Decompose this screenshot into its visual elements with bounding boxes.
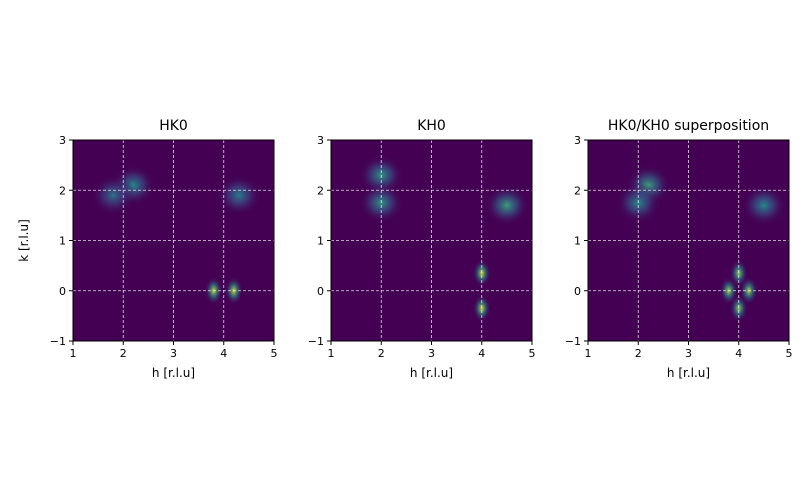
x-tick-label: 2 (120, 347, 127, 360)
x-tick-label: 5 (786, 347, 793, 360)
x-tick-label: 1 (328, 347, 335, 360)
y-tick-label: 3 (574, 134, 581, 147)
gridlines (73, 140, 274, 341)
y-tick-label: 1 (317, 235, 324, 248)
x-tick-label: 2 (378, 347, 385, 360)
y-tick-label: 2 (574, 184, 581, 197)
x-tick-label: 1 (70, 347, 77, 360)
heatmap-feature (729, 259, 748, 288)
y-tick-label: 0 (574, 285, 581, 298)
heatmap-feature (472, 294, 491, 323)
heatmap-feature (216, 175, 261, 216)
y-tick-label: 1 (59, 235, 66, 248)
panel-2: 1 2 3 4 5 −1 0 1 2 3 KH0 h [r.l.u] (308, 118, 536, 380)
heatmap-feature (484, 185, 529, 226)
gridlines (331, 140, 532, 341)
heatmap-features (91, 165, 261, 305)
x-tick-label: 4 (478, 347, 485, 360)
x-tick-label: 5 (271, 347, 278, 360)
x-tick-label: 4 (220, 347, 227, 360)
panel-1: 1 2 3 4 5 −1 0 1 2 3 HK0 h [r.l.u] k [r.l.u] (17, 118, 278, 380)
x-axis-label: h [r.l.u] (410, 366, 453, 380)
y-tick-label: 3 (59, 134, 66, 147)
panel-title: KH0 (417, 118, 446, 134)
panel-3: 1 2 3 4 5 −1 0 1 2 3 HK0/KH0 superposition h [r.l.u… (565, 118, 793, 380)
y-tick-label: 0 (317, 285, 324, 298)
heatmap-feature (472, 259, 491, 288)
x-tick-label: 5 (529, 347, 536, 360)
gridlines (588, 140, 789, 341)
y-tick-label: −1 (565, 335, 581, 348)
x-tick-label: 4 (735, 347, 742, 360)
y-tick-label: −1 (308, 335, 324, 348)
y-tick-label: 0 (59, 285, 66, 298)
x-tick-label: 2 (635, 347, 642, 360)
x-axis-label: h [r.l.u] (667, 366, 710, 380)
heatmap-feature (91, 175, 136, 216)
y-tick-label: 1 (574, 235, 581, 248)
x-tick-label: 3 (685, 347, 692, 360)
x-tick-label: 3 (170, 347, 177, 360)
heatmap-feature (729, 294, 748, 323)
y-tick-label: 2 (59, 184, 66, 197)
y-tick-label: 3 (317, 134, 324, 147)
panel-title: HK0/KH0 superposition (608, 118, 769, 134)
panel-title: HK0 (159, 118, 188, 134)
heatmap-feature (741, 185, 786, 226)
x-tick-label: 1 (585, 347, 592, 360)
x-axis-label: h [r.l.u] (152, 366, 195, 380)
y-tick-label: −1 (50, 335, 66, 348)
x-tick-label: 3 (428, 347, 435, 360)
y-tick-label: 2 (317, 184, 324, 197)
y-axis-label: k [r.l.u] (17, 219, 31, 262)
